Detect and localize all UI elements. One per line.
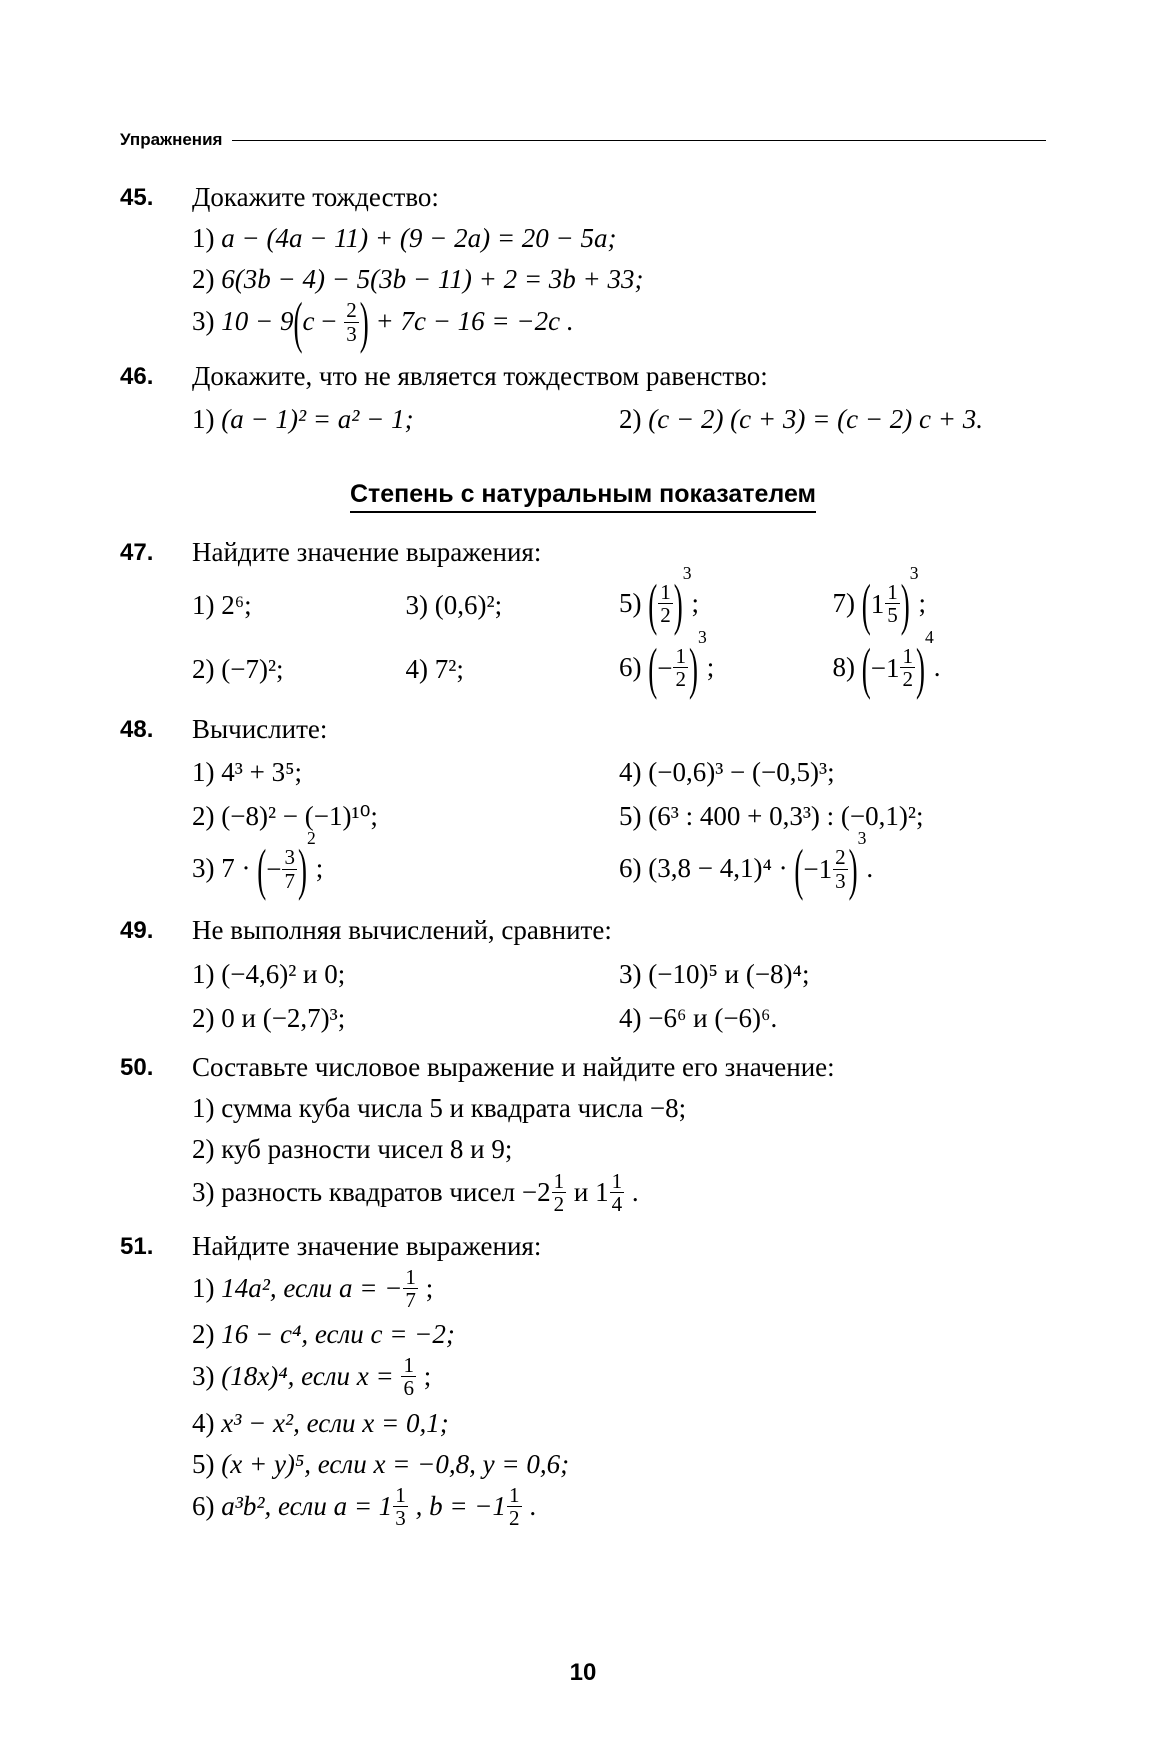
exercise-number: 49. <box>120 911 192 1040</box>
exercise-body: Найдите значение выражения: 1) 2⁶; 3) (0… <box>192 533 1046 702</box>
line: 3) (18x)⁴, если x = 16 ; <box>192 1356 1046 1401</box>
item: 2) 0 и (−2,7)³; <box>192 996 619 1040</box>
prompt: Не выполняя вычислений, сравните: <box>192 911 1046 950</box>
page-number: 10 <box>0 1659 1166 1687</box>
line: 5) (x + y)⁵, если x = −0,8, y = 0,6; <box>192 1445 1046 1484</box>
line: 2) 16 − c⁴, если c = −2; <box>192 1315 1046 1354</box>
columns: 1) 4³ + 3⁵; 4) (−0,6)³ − (−0,5)³; 2) (−8… <box>192 751 1046 903</box>
item: 1) (−4,6)² и 0; <box>192 952 619 996</box>
item: 5) (6³ : 400 + 0,3³) : (−0,1)²; <box>619 795 1046 839</box>
prompt: Составьте числовое выражение и найдите е… <box>192 1048 1046 1087</box>
exercise-50: 50. Составьте числовое выражение и найди… <box>120 1048 1046 1219</box>
line: 2) куб разности чисел 8 и 9; <box>192 1130 1046 1169</box>
exercise-number: 48. <box>120 710 192 903</box>
prompt: Докажите тождество: <box>192 178 1046 217</box>
prompt: Докажите, что не является тождеством рав… <box>192 357 1046 396</box>
exercise-number: 51. <box>120 1227 192 1533</box>
exercise-number: 46. <box>120 357 192 442</box>
columns: 1) (a − 1)² = a² − 1; 2) (c − 2) (c + 3)… <box>192 398 1046 442</box>
page: Упражнения 45. Докажите тождество: 1) a … <box>0 0 1166 1749</box>
exercise-number: 47. <box>120 533 192 702</box>
item: 1) 2⁶; <box>192 574 406 638</box>
columns: 1) 2⁶; 3) (0,6)²; 5) (12)3; 7) (115)3; 2… <box>192 574 1046 702</box>
exercise-body: Найдите значение выражения: 1) 14a², есл… <box>192 1227 1046 1533</box>
prompt: Вычислите: <box>192 710 1046 749</box>
exercise-body: Не выполняя вычислений, сравните: 1) (−4… <box>192 911 1046 1040</box>
line: 6) a³b², если a = 113 , b = −112 . <box>192 1486 1046 1531</box>
exercise-body: Вычислите: 1) 4³ + 3⁵; 4) (−0,6)³ − (−0,… <box>192 710 1046 903</box>
item: 2) (−8)² − (−1)¹⁰; <box>192 795 619 839</box>
line: 3) разность квадратов чисел −212 и 114 . <box>192 1172 1046 1217</box>
columns: 1) (−4,6)² и 0; 3) (−10)⁵ и (−8)⁴; 2) 0 … <box>192 952 1046 1040</box>
item: 4) −6⁶ и (−6)⁶. <box>619 996 1046 1040</box>
line: 1) a − (4a − 11) + (9 − 2a) = 20 − 5a; <box>192 219 1046 258</box>
item: 2) (c − 2) (c + 3) = (c − 2) c + 3. <box>619 398 1046 442</box>
section-title: Степень с натуральным показателем <box>120 480 1046 509</box>
item: 3) 7 · (−37)2; <box>192 839 619 903</box>
prompt: Найдите значение выражения: <box>192 1227 1046 1266</box>
exercise-number: 50. <box>120 1048 192 1219</box>
line: 1) 14a², если a = −17 ; <box>192 1268 1046 1313</box>
line: 4) x³ − x², если x = 0,1; <box>192 1404 1046 1443</box>
exercise-47: 47. Найдите значение выражения: 1) 2⁶; 3… <box>120 533 1046 702</box>
item: 4) (−0,6)³ − (−0,5)³; <box>619 751 1046 795</box>
page-header: Упражнения <box>120 130 1046 150</box>
item: 6) (3,8 − 4,1)⁴ · (−123)3. <box>619 839 1046 903</box>
item: 1) 4³ + 3⁵; <box>192 751 619 795</box>
exercise-48: 48. Вычислите: 1) 4³ + 3⁵; 4) (−0,6)³ − … <box>120 710 1046 903</box>
exercise-45: 45. Докажите тождество: 1) a − (4a − 11)… <box>120 178 1046 349</box>
exercise-49: 49. Не выполняя вычислений, сравните: 1)… <box>120 911 1046 1040</box>
exercise-51: 51. Найдите значение выражения: 1) 14a²,… <box>120 1227 1046 1533</box>
item: 4) 7²; <box>406 638 620 702</box>
exercise-body: Докажите, что не является тождеством рав… <box>192 357 1046 442</box>
fraction: 23 <box>344 299 359 344</box>
line: 1) сумма куба числа 5 и квадрата числа −… <box>192 1089 1046 1128</box>
exercise-body: Составьте числовое выражение и найдите е… <box>192 1048 1046 1219</box>
header-rule <box>232 140 1046 141</box>
item: 2) (−7)²; <box>192 638 406 702</box>
exercise-body: Докажите тождество: 1) a − (4a − 11) + (… <box>192 178 1046 349</box>
item: 3) (0,6)²; <box>406 574 620 638</box>
exercise-46: 46. Докажите, что не является тождеством… <box>120 357 1046 442</box>
item: 3) (−10)⁵ и (−8)⁴; <box>619 952 1046 996</box>
item: 8) (−112)4. <box>833 638 1047 702</box>
exercise-number: 45. <box>120 178 192 349</box>
item: 6) (−12)3; <box>619 638 833 702</box>
line: 2) 6(3b − 4) − 5(3b − 11) + 2 = 3b + 33; <box>192 260 1046 299</box>
line: 3) 10 − 9(c − 23) + 7c − 16 = −2c . <box>192 301 1046 346</box>
header-label: Упражнения <box>120 130 232 150</box>
item: 1) (a − 1)² = a² − 1; <box>192 398 619 442</box>
